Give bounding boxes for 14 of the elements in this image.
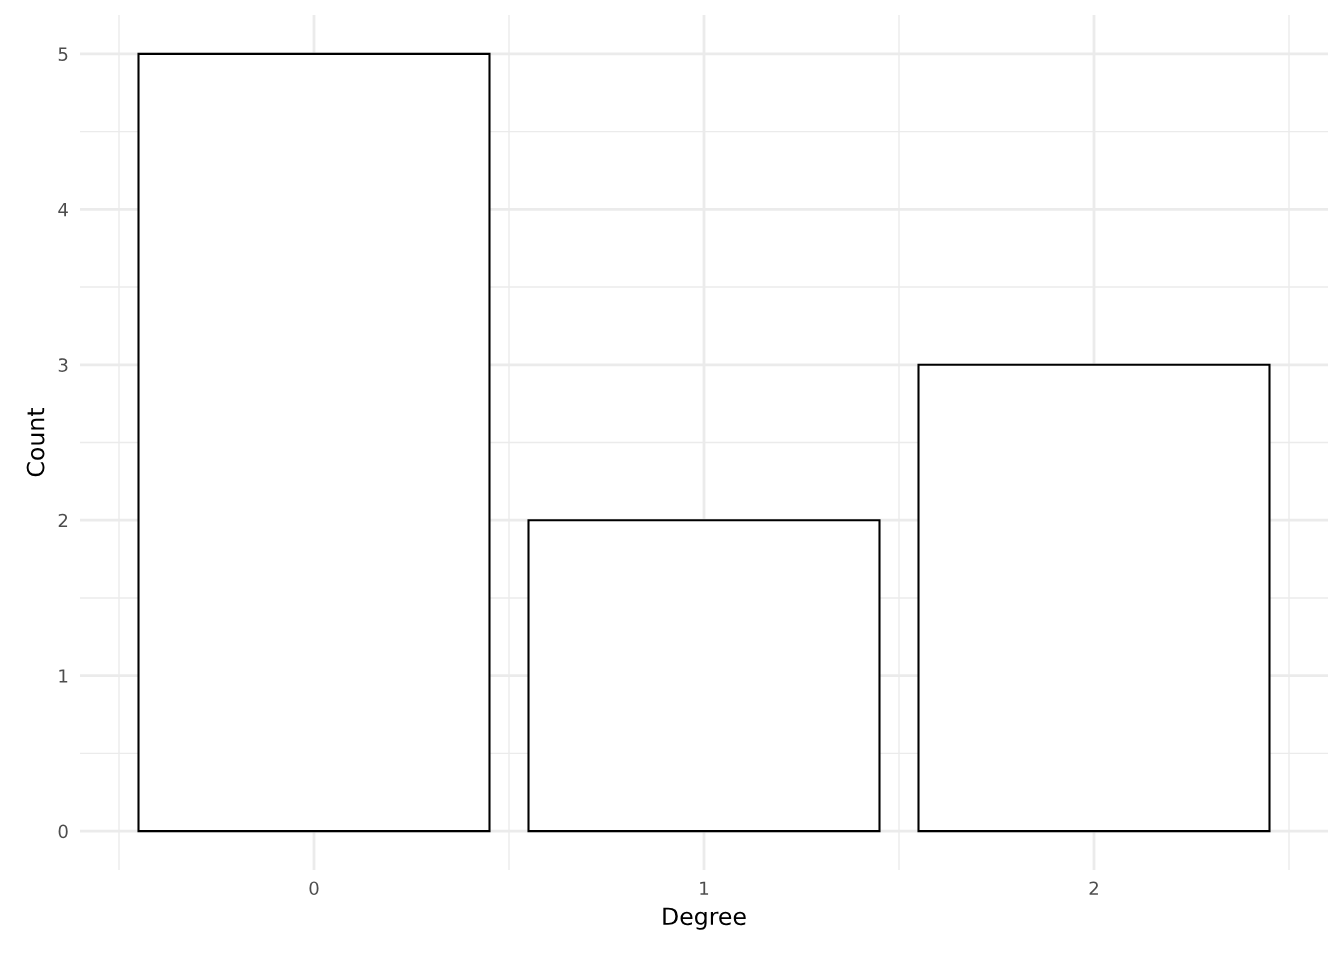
x-tick-label: 0 <box>309 881 319 896</box>
x-axis-title: Degree <box>663 907 746 930</box>
bar <box>917 363 1271 833</box>
y-tick-label: 4 <box>58 203 68 217</box>
x-tick-label: 2 <box>1089 881 1098 895</box>
x-tick-label: 1 <box>700 881 709 895</box>
y-tick-label: 5 <box>58 47 68 61</box>
bar <box>527 519 881 833</box>
y-tick-label: 0 <box>58 824 68 839</box>
y-axis-title: Count <box>26 408 45 477</box>
y-tick-label: 2 <box>58 513 68 528</box>
y-tick-label: 3 <box>58 358 68 372</box>
bar <box>137 52 491 833</box>
y-tick-label: 1 <box>59 669 68 683</box>
